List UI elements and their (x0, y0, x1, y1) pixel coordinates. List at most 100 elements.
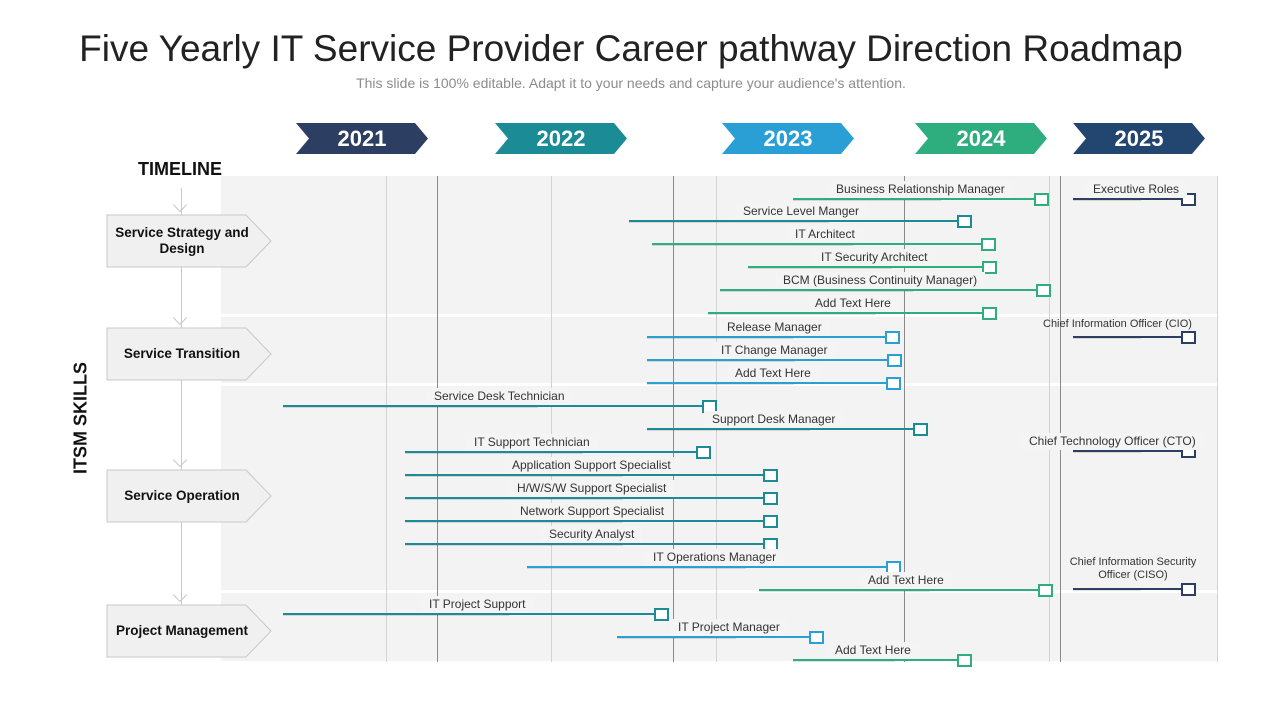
role-line (647, 382, 892, 385)
role-label: Chief Information Officer (CIO) (1043, 318, 1192, 330)
role-line (647, 336, 891, 339)
role-line (793, 198, 1040, 201)
grid-line (1217, 176, 1218, 662)
role-label: BCM (Business Continuity Manager) (775, 272, 986, 289)
page-subtitle: This slide is 100% editable. Adapt it to… (356, 75, 906, 91)
category-label: Service Transition (123, 346, 241, 361)
role-label: IT Project Manager (670, 619, 788, 636)
role-line (1073, 336, 1187, 339)
category-service-transition: Service Transition (106, 327, 272, 381)
role-marker (1181, 583, 1196, 596)
role-label: Add Text Here (827, 642, 919, 659)
role-label: Application Support Specialist (504, 457, 679, 474)
role-marker (957, 215, 972, 228)
category-label: Service Operation (124, 488, 240, 503)
role-label: Chief Technology Officer (CTO) (1021, 433, 1204, 450)
role-line (1073, 450, 1187, 453)
role-label: Executive Roles (1085, 181, 1188, 198)
role-label: Service Level Manger (735, 203, 868, 220)
role-marker (1181, 331, 1196, 344)
grid-line (386, 176, 387, 662)
role-marker (763, 492, 778, 505)
role-marker (696, 446, 711, 459)
grid-line (1060, 176, 1061, 662)
band-strategy (221, 176, 1217, 314)
role-label: IT Support Technician (466, 434, 598, 451)
year-2024: 2024 (915, 123, 1047, 154)
role-label: IT Architect (787, 226, 863, 243)
role-marker (982, 307, 997, 320)
role-label: Network Support Specialist (512, 503, 673, 520)
role-line (527, 566, 892, 569)
chevron-down-icon (172, 587, 188, 603)
role-label: Service Desk Technician (426, 388, 573, 405)
category-service-operation: Service Operation (106, 469, 272, 523)
timeline-spine (181, 188, 182, 608)
role-line (405, 474, 769, 477)
category-shape (106, 469, 272, 523)
role-line (647, 359, 893, 362)
role-line (708, 312, 988, 315)
role-label: Release Manager (719, 319, 830, 336)
grid-line (551, 176, 552, 662)
role-marker (1036, 284, 1051, 297)
role-line (405, 543, 769, 546)
category-label: Project Management (115, 623, 249, 638)
year-2025: 2025 (1073, 123, 1205, 154)
grid-line (673, 176, 674, 662)
role-label: IT Operations Manager (645, 549, 785, 566)
role-label: IT Security Architect (813, 249, 936, 266)
role-line (759, 589, 1044, 592)
role-marker (1038, 584, 1053, 597)
role-line (748, 266, 988, 269)
role-label: Chief Information Security Officer (CISO… (1069, 556, 1197, 581)
role-label: H/W/S/W Support Specialist (509, 480, 675, 497)
role-line (283, 405, 708, 408)
role-line (283, 613, 660, 616)
category-service-strategy-design: Service Strategy and Design (106, 214, 272, 268)
role-label: Business Relationship Manager (828, 181, 1013, 198)
role-label: Add Text Here (727, 365, 819, 382)
page-title: Five Yearly IT Service Provider Career p… (79, 28, 1183, 69)
role-label: Support Desk Manager (704, 411, 844, 428)
role-label: Add Text Here (860, 572, 952, 589)
role-line (647, 428, 919, 431)
chevron-down-icon (172, 197, 188, 213)
role-line (405, 451, 702, 454)
role-label: IT Project Support (421, 596, 534, 613)
role-marker (982, 261, 997, 274)
category-shape (106, 327, 272, 381)
role-label: IT Change Manager (713, 342, 836, 359)
role-line (629, 220, 963, 223)
role-marker (957, 654, 972, 667)
category-shape (106, 604, 272, 658)
role-label: Add Text Here (807, 295, 899, 312)
category-shape (106, 214, 272, 268)
grid-line (437, 176, 438, 662)
role-marker (763, 515, 778, 528)
role-marker (809, 631, 824, 644)
role-line (1073, 588, 1187, 591)
role-marker (885, 331, 900, 344)
chevron-down-icon (172, 310, 188, 326)
role-marker (763, 469, 778, 482)
role-line (1073, 198, 1187, 201)
year-2022: 2022 (495, 123, 627, 154)
role-marker (887, 354, 902, 367)
grid-line (904, 176, 905, 662)
role-marker (654, 608, 669, 621)
role-marker (913, 423, 928, 436)
role-label: Security Analyst (541, 526, 643, 543)
itsm-skills-label: ITSM SKILLS (70, 362, 91, 474)
grid-line (1049, 176, 1050, 662)
role-line (720, 289, 1042, 292)
timeline-label: TIMELINE (138, 159, 222, 179)
chevron-down-icon (172, 452, 188, 468)
category-project-management: Project Management (106, 604, 272, 658)
role-line (405, 497, 769, 500)
role-marker (1034, 193, 1049, 206)
year-2023: 2023 (722, 123, 854, 154)
role-line (405, 520, 769, 523)
role-marker (981, 238, 996, 251)
year-2021: 2021 (296, 123, 428, 154)
